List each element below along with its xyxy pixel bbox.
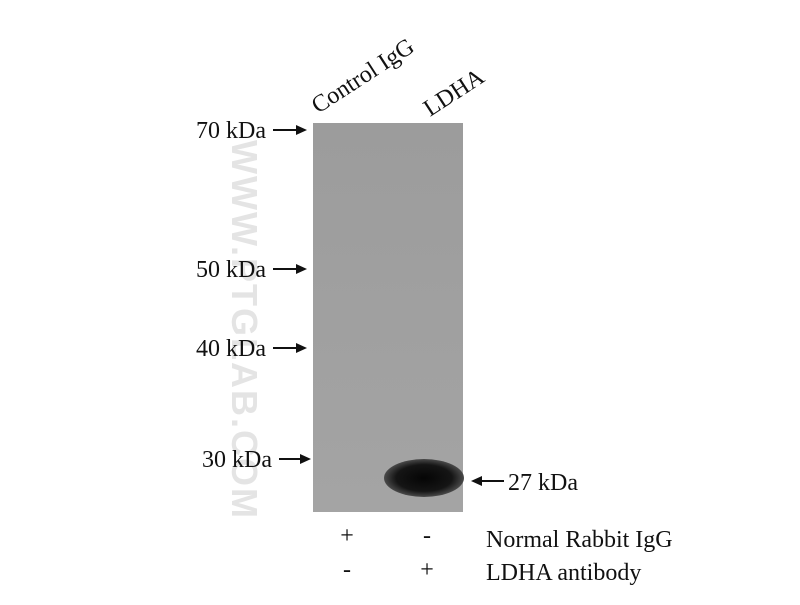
marker: 30 kDa bbox=[202, 447, 311, 473]
marker-label: 40 kDa bbox=[196, 336, 266, 362]
blot-membrane bbox=[313, 123, 463, 512]
marker: 70 kDa bbox=[196, 118, 307, 144]
band bbox=[384, 459, 464, 497]
marker-label: 50 kDa bbox=[196, 257, 266, 283]
treatment-label: Normal Rabbit IgG bbox=[486, 527, 673, 553]
arrow-head bbox=[300, 454, 311, 464]
treatment-label: LDHA antibody bbox=[486, 560, 641, 586]
arrow-head bbox=[471, 476, 482, 486]
marker: 50 kDa bbox=[196, 257, 307, 283]
sign: + bbox=[420, 557, 434, 583]
marker: 40 kDa bbox=[196, 336, 307, 362]
band-label: 27 kDa bbox=[508, 470, 578, 496]
marker-label: 70 kDa bbox=[196, 118, 266, 144]
band-marker: 27 kDa bbox=[471, 470, 578, 496]
sign: - bbox=[423, 523, 431, 549]
sign: - bbox=[343, 557, 351, 583]
marker-label: 30 kDa bbox=[202, 447, 272, 473]
lane-label: Control IgG bbox=[307, 34, 419, 119]
arrow-head bbox=[296, 343, 307, 353]
sign: + bbox=[340, 523, 354, 549]
lane-label: LDHA bbox=[419, 64, 490, 122]
watermark: WWW.PTGLAB.COM bbox=[224, 140, 265, 520]
arrow-head bbox=[296, 125, 307, 135]
arrow-head bbox=[296, 264, 307, 274]
